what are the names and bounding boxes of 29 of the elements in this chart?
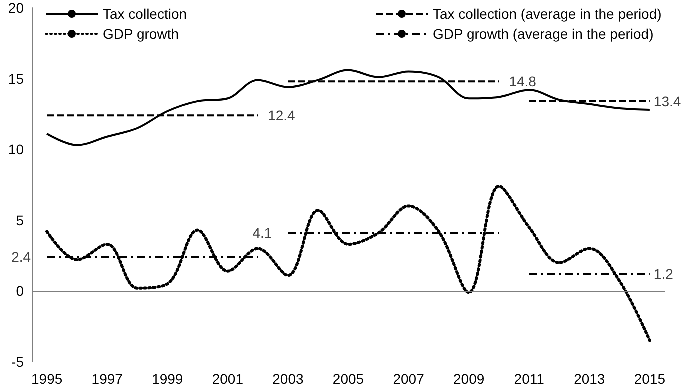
y-tick-label: 15: [8, 70, 24, 87]
x-tick-label: 1999: [152, 371, 184, 387]
data-label: 4.1: [252, 225, 272, 242]
legend-label: Tax collection: [103, 6, 188, 22]
legend-label: Tax collection (average in the period): [433, 6, 662, 22]
x-tick-label: 2003: [272, 371, 304, 387]
data-label: 12.4: [268, 108, 296, 124]
data-label: 14.8: [509, 74, 537, 90]
data-label: 13.4: [654, 93, 682, 110]
legend-label: GDP growth (average in the period): [433, 26, 654, 42]
x-tick-label: 2001: [212, 371, 244, 387]
data-label: 1.2: [654, 266, 674, 282]
x-tick-label: 2007: [393, 371, 425, 387]
x-tick-label: 2011: [514, 371, 545, 387]
y-tick-label: 0: [16, 283, 24, 300]
y-tick-label: 20: [8, 0, 24, 16]
x-tick-label: 2013: [574, 371, 606, 387]
x-tick-label: 2005: [332, 371, 364, 387]
legend-label: GDP growth: [103, 26, 179, 42]
x-tick-label: 1997: [92, 371, 124, 387]
y-tick-label: 10: [8, 142, 24, 158]
x-tick-label: 1995: [31, 371, 63, 387]
line-series: [46, 69, 651, 146]
line-series: [46, 184, 652, 342]
x-tick-label: 2009: [453, 371, 485, 387]
data-label: 2.4: [12, 249, 32, 266]
y-tick-label: 5: [16, 212, 24, 228]
y-tick-label: -5: [12, 354, 24, 370]
x-tick-label: 2015: [634, 371, 666, 387]
